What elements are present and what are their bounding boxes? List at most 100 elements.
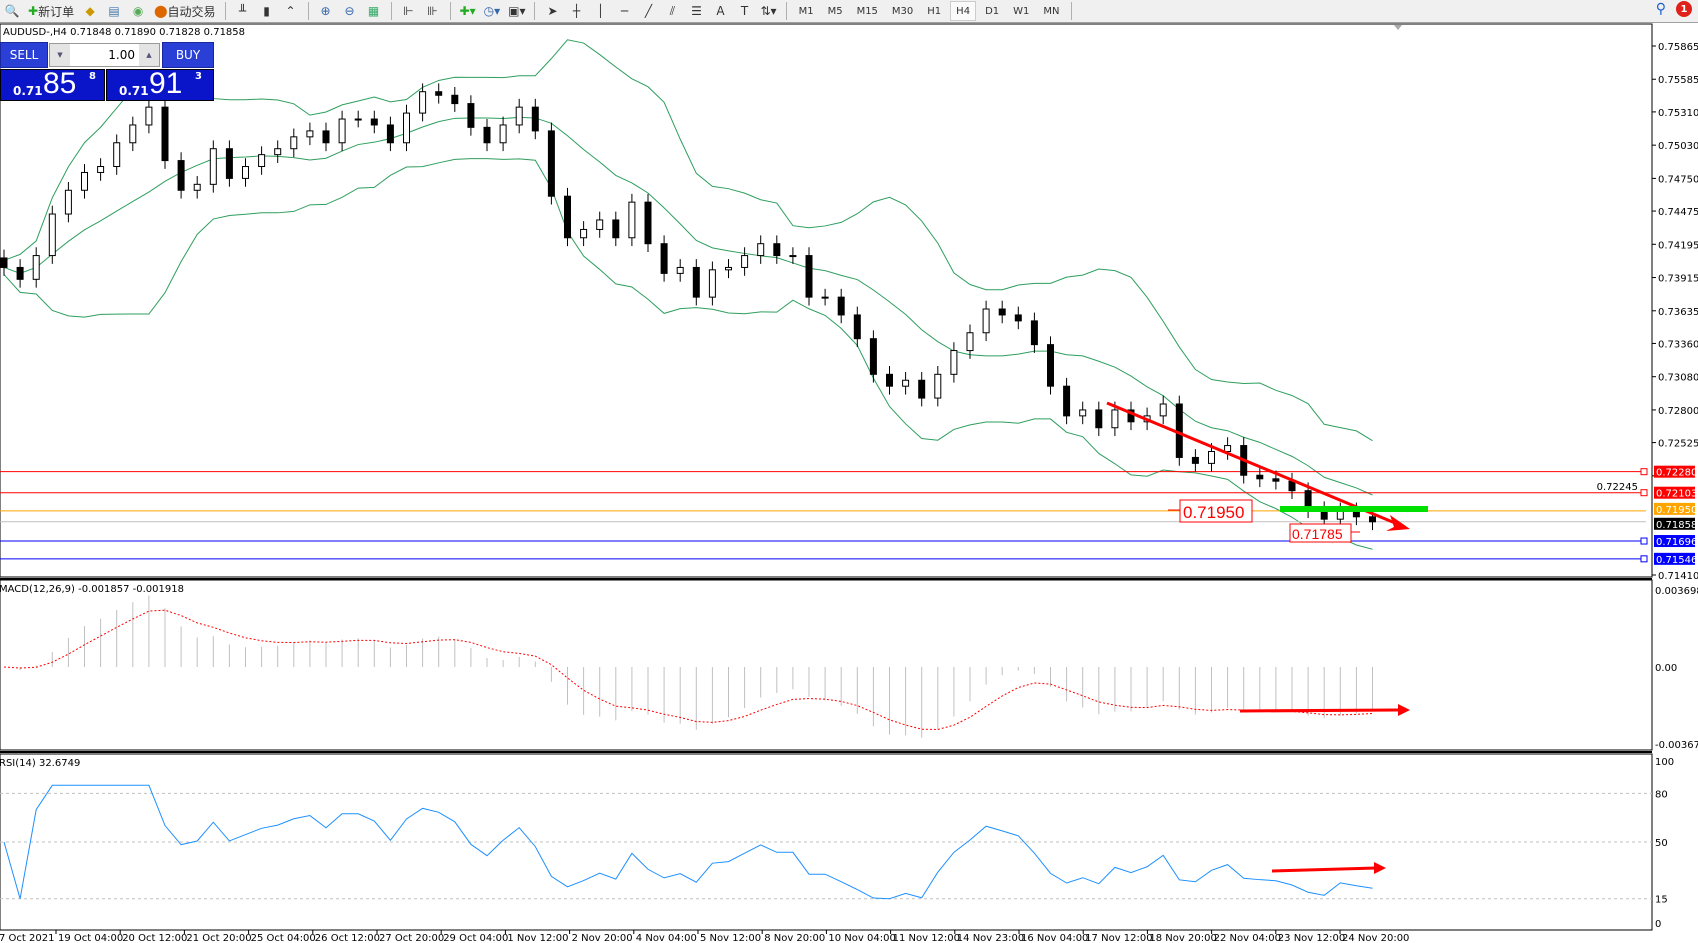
timeframe-m1[interactable]: M1	[798, 5, 814, 17]
arrows-icon[interactable]: ⇅▾	[760, 4, 777, 18]
tile-windows-icon[interactable]: ▦	[367, 4, 380, 18]
sell-price[interactable]: 0.71 85 8	[0, 67, 105, 101]
macd-tick-label: 0.00	[1655, 663, 1677, 674]
label-icon[interactable]: T	[740, 4, 749, 18]
new-order-button[interactable]: ✚ 新订单	[28, 4, 75, 19]
search-icon[interactable]: ⚲	[1655, 1, 1666, 17]
time-tick-label: 8 Nov 20:00	[764, 933, 825, 943]
separator	[224, 2, 226, 20]
candle-bull	[274, 148, 282, 156]
candle-bear	[386, 124, 394, 144]
rsi-tick-label: 100	[1655, 757, 1674, 768]
buy-button[interactable]: BUY	[162, 42, 214, 68]
candle-bear	[16, 266, 24, 280]
candle-bull	[1336, 510, 1344, 520]
timeframe-m15[interactable]: M15	[856, 5, 878, 17]
candle-bull	[258, 154, 266, 168]
templates-icon[interactable]: ▣▾	[508, 4, 526, 18]
timeframe-h4[interactable]: H4	[950, 1, 977, 21]
rsi-tick-label: 15	[1655, 895, 1668, 906]
candle-bear	[1095, 409, 1103, 429]
new-order-icon: ✚	[28, 4, 39, 18]
candle-bear	[564, 195, 571, 239]
price-tick-label: 0.71410	[1658, 571, 1698, 582]
timeframe-h1[interactable]: H1	[927, 5, 942, 17]
price-level-tag	[1654, 552, 1695, 565]
timeframe-m5[interactable]: M5	[827, 5, 843, 17]
bollinger-lower-band	[3, 158, 1373, 550]
candle-bear	[805, 255, 813, 298]
price-level-label: 0.72280	[1656, 468, 1697, 479]
line-chart-icon[interactable]: ⌃	[285, 4, 296, 18]
candle-bear	[451, 94, 459, 105]
candle-bull	[515, 106, 523, 126]
price-level-label: 0.71546	[1656, 555, 1697, 566]
candle-bull	[129, 124, 137, 144]
text-icon[interactable]: A	[716, 4, 725, 18]
channel-icon[interactable]: ⫽	[669, 3, 676, 18]
rsi-line	[3, 784, 1373, 900]
lot-input[interactable]: 1.00	[108, 48, 135, 62]
periods-icon[interactable]: ◷▾	[483, 4, 501, 18]
candle-bull	[1224, 445, 1232, 452]
time-tick-label: 19 Oct 04:00	[58, 933, 123, 943]
timeframe-m30[interactable]: M30	[891, 5, 914, 17]
candle-bull	[354, 118, 362, 121]
candle-bull	[1208, 450, 1215, 464]
price-tick-label: 0.75310	[1658, 108, 1698, 119]
history-icon[interactable]: ◆	[85, 4, 95, 18]
zoom-in-icon[interactable]: ⊕	[320, 4, 331, 18]
timeframe-d1[interactable]: D1	[985, 5, 1000, 17]
candle-bear	[1063, 385, 1071, 417]
level-handle	[1640, 468, 1648, 476]
time-tick-label: 10 Nov 04:00	[828, 933, 895, 943]
trendline-icon[interactable]: ╱	[644, 4, 653, 18]
auto-trading-icon: ⬤	[154, 4, 168, 18]
notification-badge[interactable]: 1	[1676, 1, 1692, 17]
candle-bull	[950, 350, 958, 375]
separator	[1071, 2, 1073, 20]
candle-bull	[81, 171, 88, 191]
time-tick-label: 4 Nov 04:00	[636, 933, 697, 943]
candle-bull	[821, 296, 829, 299]
lot-increase-button[interactable]: ▲	[139, 44, 159, 66]
price-tick-label: 0.72800	[1658, 406, 1698, 417]
indicators-icon[interactable]: ✚▾	[459, 4, 476, 18]
price-level-label: 0.71858	[1656, 520, 1697, 531]
cursor-icon[interactable]: ➤	[547, 4, 558, 18]
time-tick-label: 27 Oct 20:00	[379, 933, 444, 943]
candle-bear	[161, 106, 169, 162]
zoom-out-icon[interactable]: ⊖	[344, 4, 355, 18]
zoom-icon[interactable]: 🔍	[4, 4, 20, 18]
candle-bear	[547, 130, 555, 197]
fibonacci-icon[interactable]: ☰	[691, 4, 702, 18]
market-watch-icon[interactable]: ▤	[108, 4, 120, 18]
candle-bull	[64, 189, 72, 215]
candle-bear	[853, 314, 861, 340]
crosshair-icon[interactable]: ┼	[572, 4, 581, 18]
horizontal-line-icon[interactable]: ─	[620, 4, 629, 18]
buy-price[interactable]: 0.71 91 3	[106, 67, 214, 101]
candle-bull	[242, 166, 249, 179]
vertical-line-icon[interactable]: │	[596, 4, 605, 18]
time-tick-label: 24 Nov 20:00	[1342, 933, 1409, 943]
timeframe-mn[interactable]: MN	[1043, 5, 1060, 17]
bollinger-middle-band	[3, 116, 1373, 496]
bar-chart-icon[interactable]: ╨	[238, 4, 247, 18]
sell-button[interactable]: SELL	[0, 42, 48, 68]
price-level-label: 0.72103	[1656, 489, 1697, 500]
lot-decrease-button[interactable]: ▼	[50, 44, 70, 66]
candle-bull	[789, 255, 797, 258]
rsi-label: RSI(14) 32.6749	[0, 758, 80, 769]
lot-input-group: ▼ 1.00 ▲	[49, 43, 160, 67]
candlestick-icon[interactable]: ▮	[263, 4, 270, 18]
signals-icon[interactable]: ◉	[132, 4, 144, 18]
candle-bull	[338, 118, 346, 144]
candle-bear	[998, 308, 1006, 316]
auto-trading-button[interactable]: ⬤ 自动交易	[154, 4, 216, 19]
autoscroll-icon[interactable]: ⊪	[427, 4, 438, 18]
chart-shift-icon[interactable]: ⊩	[403, 4, 414, 18]
timeframe-w1[interactable]: W1	[1013, 5, 1030, 17]
time-tick-label: 29 Oct 04:00	[443, 933, 508, 943]
